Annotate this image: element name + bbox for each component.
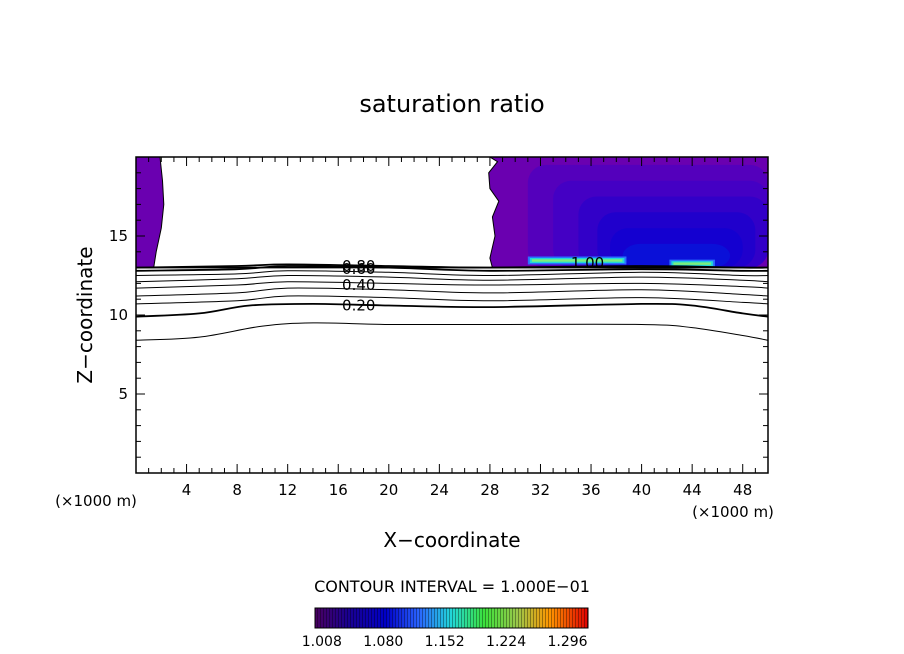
supersaturation-fill (136, 157, 768, 269)
contour-label-4: 1.00 (571, 254, 604, 272)
colorbar-label-4: 1.296 (547, 634, 587, 650)
y-axis-ticks: 5 10 15 (109, 156, 768, 474)
x-tick-label: 24 (430, 481, 449, 499)
x-axis-ticks: 4 8 12 16 20 24 28 32 36 40 44 48 (135, 157, 769, 499)
contour-line-4 (136, 281, 768, 289)
x-tick-label: 40 (632, 481, 651, 499)
x-tick-label: 28 (480, 481, 499, 499)
x-tick-label: 44 (683, 481, 702, 499)
peak-band-core-0 (531, 259, 623, 262)
colorbar-label-1: 1.080 (363, 634, 403, 650)
contour-label-0: 0.80 (342, 257, 375, 275)
x-unit-left: (×1000 m) (55, 492, 137, 510)
x-tick-label: 8 (232, 481, 242, 499)
x-unit-right: (×1000 m) (692, 503, 774, 521)
colorbar-label-2: 1.152 (425, 634, 465, 650)
contour-line-7 (136, 265, 768, 272)
colorbar-frame (314, 607, 589, 629)
y-tick-label: 10 (109, 306, 128, 324)
supersat-region-0 (136, 157, 165, 269)
contour-labels: 0.800.600.40 0.20 1.00 (342, 254, 604, 315)
contour-label-1: 0.60 (342, 260, 375, 278)
x-tick-label: 4 (182, 481, 192, 499)
contour-line-2 (136, 295, 768, 305)
colorbar-label-3: 1.224 (486, 634, 526, 650)
x-tick-label: 16 (329, 481, 348, 499)
contour-interval-text: CONTOUR INTERVAL = 1.000E−01 (314, 577, 590, 596)
contour-lines (136, 263, 768, 341)
contour-line-0 (136, 322, 768, 341)
contour-line-3 (136, 287, 768, 297)
chart-title: saturation ratio (359, 90, 544, 118)
colorbar-labels: 1.008 1.080 1.152 1.224 1.296 (302, 634, 588, 650)
y-tick-label: 5 (118, 385, 128, 403)
x-tick-label: 20 (379, 481, 398, 499)
x-axis-label: X−coordinate (383, 528, 520, 552)
x-tick-label: 36 (581, 481, 600, 499)
contour-label-3: 0.20 (342, 297, 375, 315)
contour-line-6 (136, 270, 768, 277)
x-tick-label: 48 (733, 481, 752, 499)
contour-line-1 (136, 302, 768, 318)
y-axis-label: Z−coordinate (73, 246, 97, 383)
x-tick-label: 12 (278, 481, 297, 499)
x-tick-label: 32 (531, 481, 550, 499)
contour-line-5 (136, 274, 768, 283)
colorbar-stripes (315, 608, 588, 628)
contour-label-2: 0.40 (342, 276, 375, 294)
y-tick-label: 15 (109, 227, 128, 245)
peak-band-core-1 (673, 262, 711, 265)
colorbar-label-0: 1.008 (302, 634, 342, 650)
